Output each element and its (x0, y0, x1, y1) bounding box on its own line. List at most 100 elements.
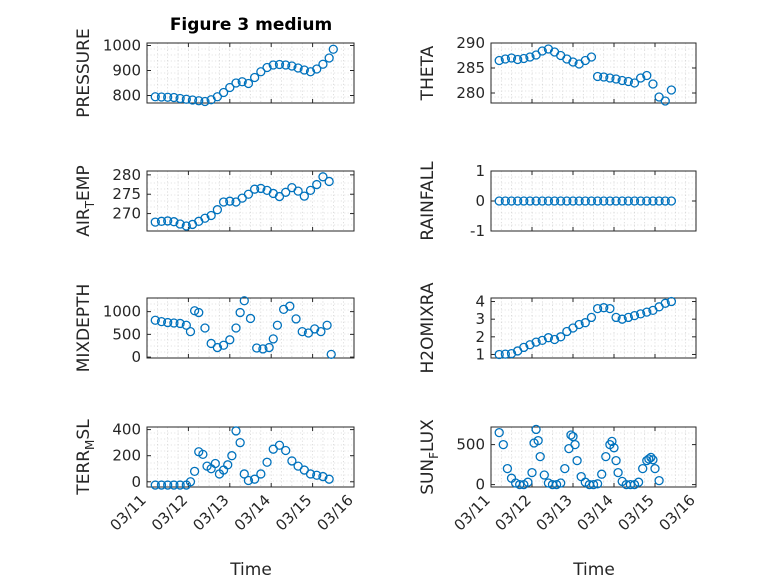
data-point (556, 478, 566, 488)
data-point (502, 463, 513, 474)
data-point (235, 307, 245, 318)
data-point (642, 196, 652, 206)
data-point (648, 455, 658, 465)
data-point (636, 196, 646, 206)
data-point (262, 457, 272, 467)
y-axis-label-terr_msl: TERRMSL (74, 419, 97, 496)
y-tick-label: 800 (112, 87, 141, 105)
data-point (264, 342, 274, 353)
data-point (646, 452, 656, 463)
data-point (245, 313, 256, 324)
data-point (629, 310, 640, 321)
data-point (611, 74, 621, 84)
data-point (212, 92, 223, 102)
x-tick-label: 03/13 (533, 491, 576, 534)
data-point (592, 303, 603, 314)
y-tick-label: 200 (112, 447, 141, 465)
data-point (560, 463, 570, 474)
axes-pressure: 800 900 1000 PRESSURE (74, 28, 355, 118)
data-point (328, 44, 338, 54)
data-point (568, 57, 578, 67)
data-point (318, 172, 328, 182)
data-point (500, 54, 511, 64)
data-point (580, 196, 590, 206)
data-point (605, 303, 615, 314)
data-point (156, 216, 167, 226)
data-point (592, 196, 603, 206)
data-point (556, 196, 566, 206)
axes-mixdepth: 0 500 1000 MIXDEPTH (74, 284, 355, 372)
data-point (185, 326, 196, 337)
y-axis-label-air_temp: AIRTEMP (74, 165, 97, 236)
data-point (648, 196, 658, 206)
data-point (305, 469, 316, 479)
x-axis-label-right: Time (572, 560, 615, 580)
data-point (609, 443, 619, 453)
data-point (601, 451, 611, 462)
data-point (513, 196, 523, 206)
data-point (519, 196, 529, 206)
data-point (519, 53, 529, 64)
data-point (189, 466, 200, 476)
data-point (249, 184, 260, 194)
data-point (249, 474, 260, 484)
data-point (150, 480, 160, 490)
data-point (666, 296, 677, 307)
data-point (543, 333, 554, 343)
data-point (519, 342, 529, 353)
data-point (194, 307, 204, 318)
data-point (644, 454, 654, 464)
data-point (305, 185, 316, 196)
data-point (169, 217, 179, 227)
data-point (574, 319, 584, 330)
data-point (324, 53, 334, 63)
data-point (150, 217, 160, 227)
data-point (225, 196, 235, 206)
data-point (666, 85, 677, 95)
data-point (648, 79, 658, 89)
data-point (256, 469, 266, 479)
data-point (533, 435, 543, 446)
x-tick-label: 03/15 (615, 491, 658, 534)
data-point (287, 61, 297, 71)
data-point (231, 323, 241, 333)
data-point (515, 479, 525, 490)
axes-theta: 280 285 290 THETA (418, 34, 697, 106)
data-point (592, 479, 603, 489)
data-point (200, 213, 210, 223)
data-point (494, 196, 504, 206)
data-point (556, 332, 566, 342)
data-point (605, 73, 615, 83)
data-point (580, 318, 590, 328)
data-point (654, 475, 664, 486)
data-point (597, 469, 607, 479)
y-tick-label: 900 (112, 62, 141, 80)
axes-box-h2omixra (490, 297, 697, 359)
data-point (638, 463, 648, 474)
data-point (223, 460, 233, 470)
data-point (312, 179, 322, 190)
data-point (181, 221, 191, 231)
data-point (297, 326, 307, 337)
y-tick-label: 0 (131, 473, 141, 491)
data-point (175, 318, 185, 329)
data-point (274, 59, 285, 70)
data-point (498, 439, 508, 450)
data-point (322, 320, 332, 330)
data-point (268, 60, 278, 70)
data-point (249, 72, 260, 83)
data-point (163, 480, 173, 490)
data-point (611, 312, 621, 323)
data-point (660, 96, 670, 106)
data-point (633, 477, 644, 487)
data-point (285, 301, 295, 311)
data-point (494, 349, 504, 360)
data-point (175, 93, 185, 104)
data-point (623, 312, 633, 323)
axes-box-pressure (146, 42, 355, 104)
y-tick-label: 1000 (103, 303, 141, 321)
data-point (617, 196, 627, 206)
figure-title: Figure 3 medium (170, 15, 332, 35)
data-point (181, 320, 191, 330)
